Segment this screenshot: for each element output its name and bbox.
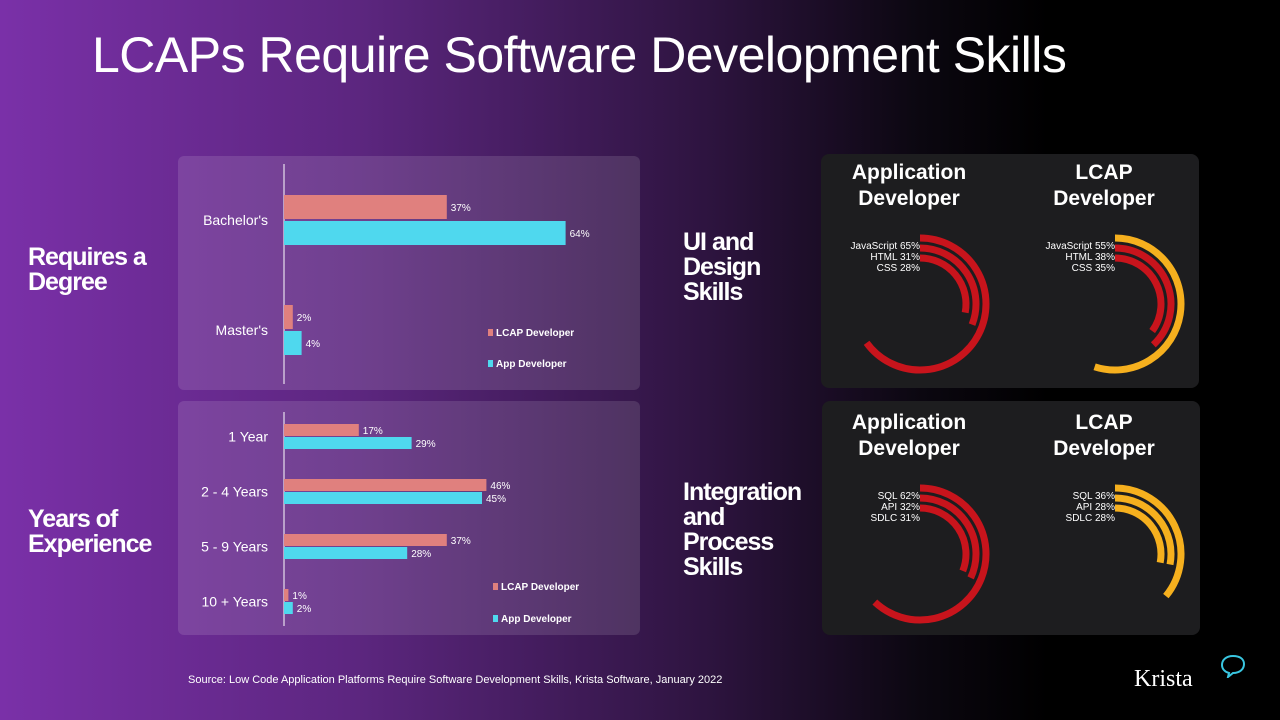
experience-data-label: 1% [292,591,307,602]
degree-category-label: Master's [216,322,268,338]
ui-app-ring-label: HTML 31% [870,252,920,263]
degree-legend-swatch [488,360,493,367]
degree-bar-lcap [284,305,293,329]
experience-bar-lcap [284,479,487,491]
ui-app-ring-arc [863,234,990,374]
ui-lcap-ring-arc [1093,234,1185,374]
label-ui-design-skills: UI and Design Skills [683,228,761,306]
experience-bar-lcap [284,534,447,546]
degree-category-label: Bachelor's [203,212,268,228]
experience-data-label: 46% [490,481,510,492]
experience-legend-label: LCAP Developer [501,582,579,593]
ui-app-ring-arc [919,244,980,326]
int-lcap-ring-label: API 28% [1076,502,1115,513]
ui-app-ring-arc [919,254,970,314]
degree-data-label: 2% [297,313,312,324]
int-app-ring-arc [919,504,970,573]
degree-bar-app [284,221,566,245]
experience-data-label: 37% [451,536,471,547]
int-app-ring-label: API 32% [881,502,920,513]
ui-lcap-ring-arc [1114,244,1175,348]
ui-lcap-developer-heading: LCAP Developer [1053,161,1155,210]
int-app-ring-label: SDLC 31% [871,513,921,524]
int-lcap-ring-label: SDLC 28% [1066,513,1116,524]
label-requires-degree: Requires a Degree [28,243,147,296]
int-lcap-ring-arc [1114,504,1165,564]
ui-lcap-ring-label: HTML 38% [1065,252,1115,263]
int-lcap-ring-label: SQL 36% [1073,491,1116,502]
ui-app-developer-heading: Application Developer [851,161,967,210]
experience-bar-lcap [284,589,289,601]
experience-bar-app [284,492,482,504]
int-app-ring-arc [872,484,990,624]
experience-category-label: 2 - 4 Years [201,484,268,500]
experience-bar-app [284,547,408,559]
ui-app-ring-label: JavaScript 65% [851,241,921,252]
int-lcap-ring-arc [1114,484,1185,599]
int-app-developer-heading: Application Developer [851,411,967,460]
label-integration-skills: Integration and Process Skills [683,478,802,581]
integration-skills-panel [822,401,1200,635]
experience-bar-app [284,602,293,614]
degree-legend-swatch [488,329,493,336]
experience-bar-lcap [284,424,359,436]
int-lcap-ring-arc [1114,494,1175,566]
krista-logo: Krista [1134,654,1246,693]
degree-bar-app [284,331,302,355]
experience-data-label: 17% [363,426,383,437]
label-years-experience: Years of Experience [28,505,152,558]
degree-legend-label: App Developer [496,359,567,370]
ui-lcap-ring-arc [1114,254,1165,334]
degree-bar-lcap [284,195,447,219]
experience-data-label: 45% [486,494,506,505]
int-app-ring-arc [919,494,980,580]
int-lcap-developer-heading: LCAP Developer [1053,411,1155,460]
experience-legend-label: App Developer [501,614,572,625]
source-note: Source: Low Code Application Platforms R… [188,674,723,686]
experience-bar-app [284,437,412,449]
degree-data-label: 37% [451,203,471,214]
experience-legend-swatch [493,583,498,590]
degree-data-label: 64% [570,229,590,240]
experience-data-label: 2% [297,604,312,615]
experience-data-label: 29% [416,439,436,450]
ui-lcap-ring-label: CSS 35% [1072,263,1115,274]
experience-legend-swatch [493,615,498,622]
degree-legend-label: LCAP Developer [496,328,574,339]
experience-category-label: 10 + Years [201,594,268,610]
ui-app-ring-label: CSS 28% [877,263,920,274]
experience-data-label: 28% [411,549,431,560]
ui-skills-panel [821,154,1199,388]
speech-bubble-icon [1220,654,1246,678]
ui-lcap-ring-label: JavaScript 55% [1046,241,1116,252]
page-title: LCAPs Require Software Development Skill… [92,27,1067,83]
experience-category-label: 1 Year [228,429,268,445]
experience-category-label: 5 - 9 Years [201,539,268,555]
degree-data-label: 4% [306,339,321,350]
int-app-ring-label: SQL 62% [878,491,921,502]
